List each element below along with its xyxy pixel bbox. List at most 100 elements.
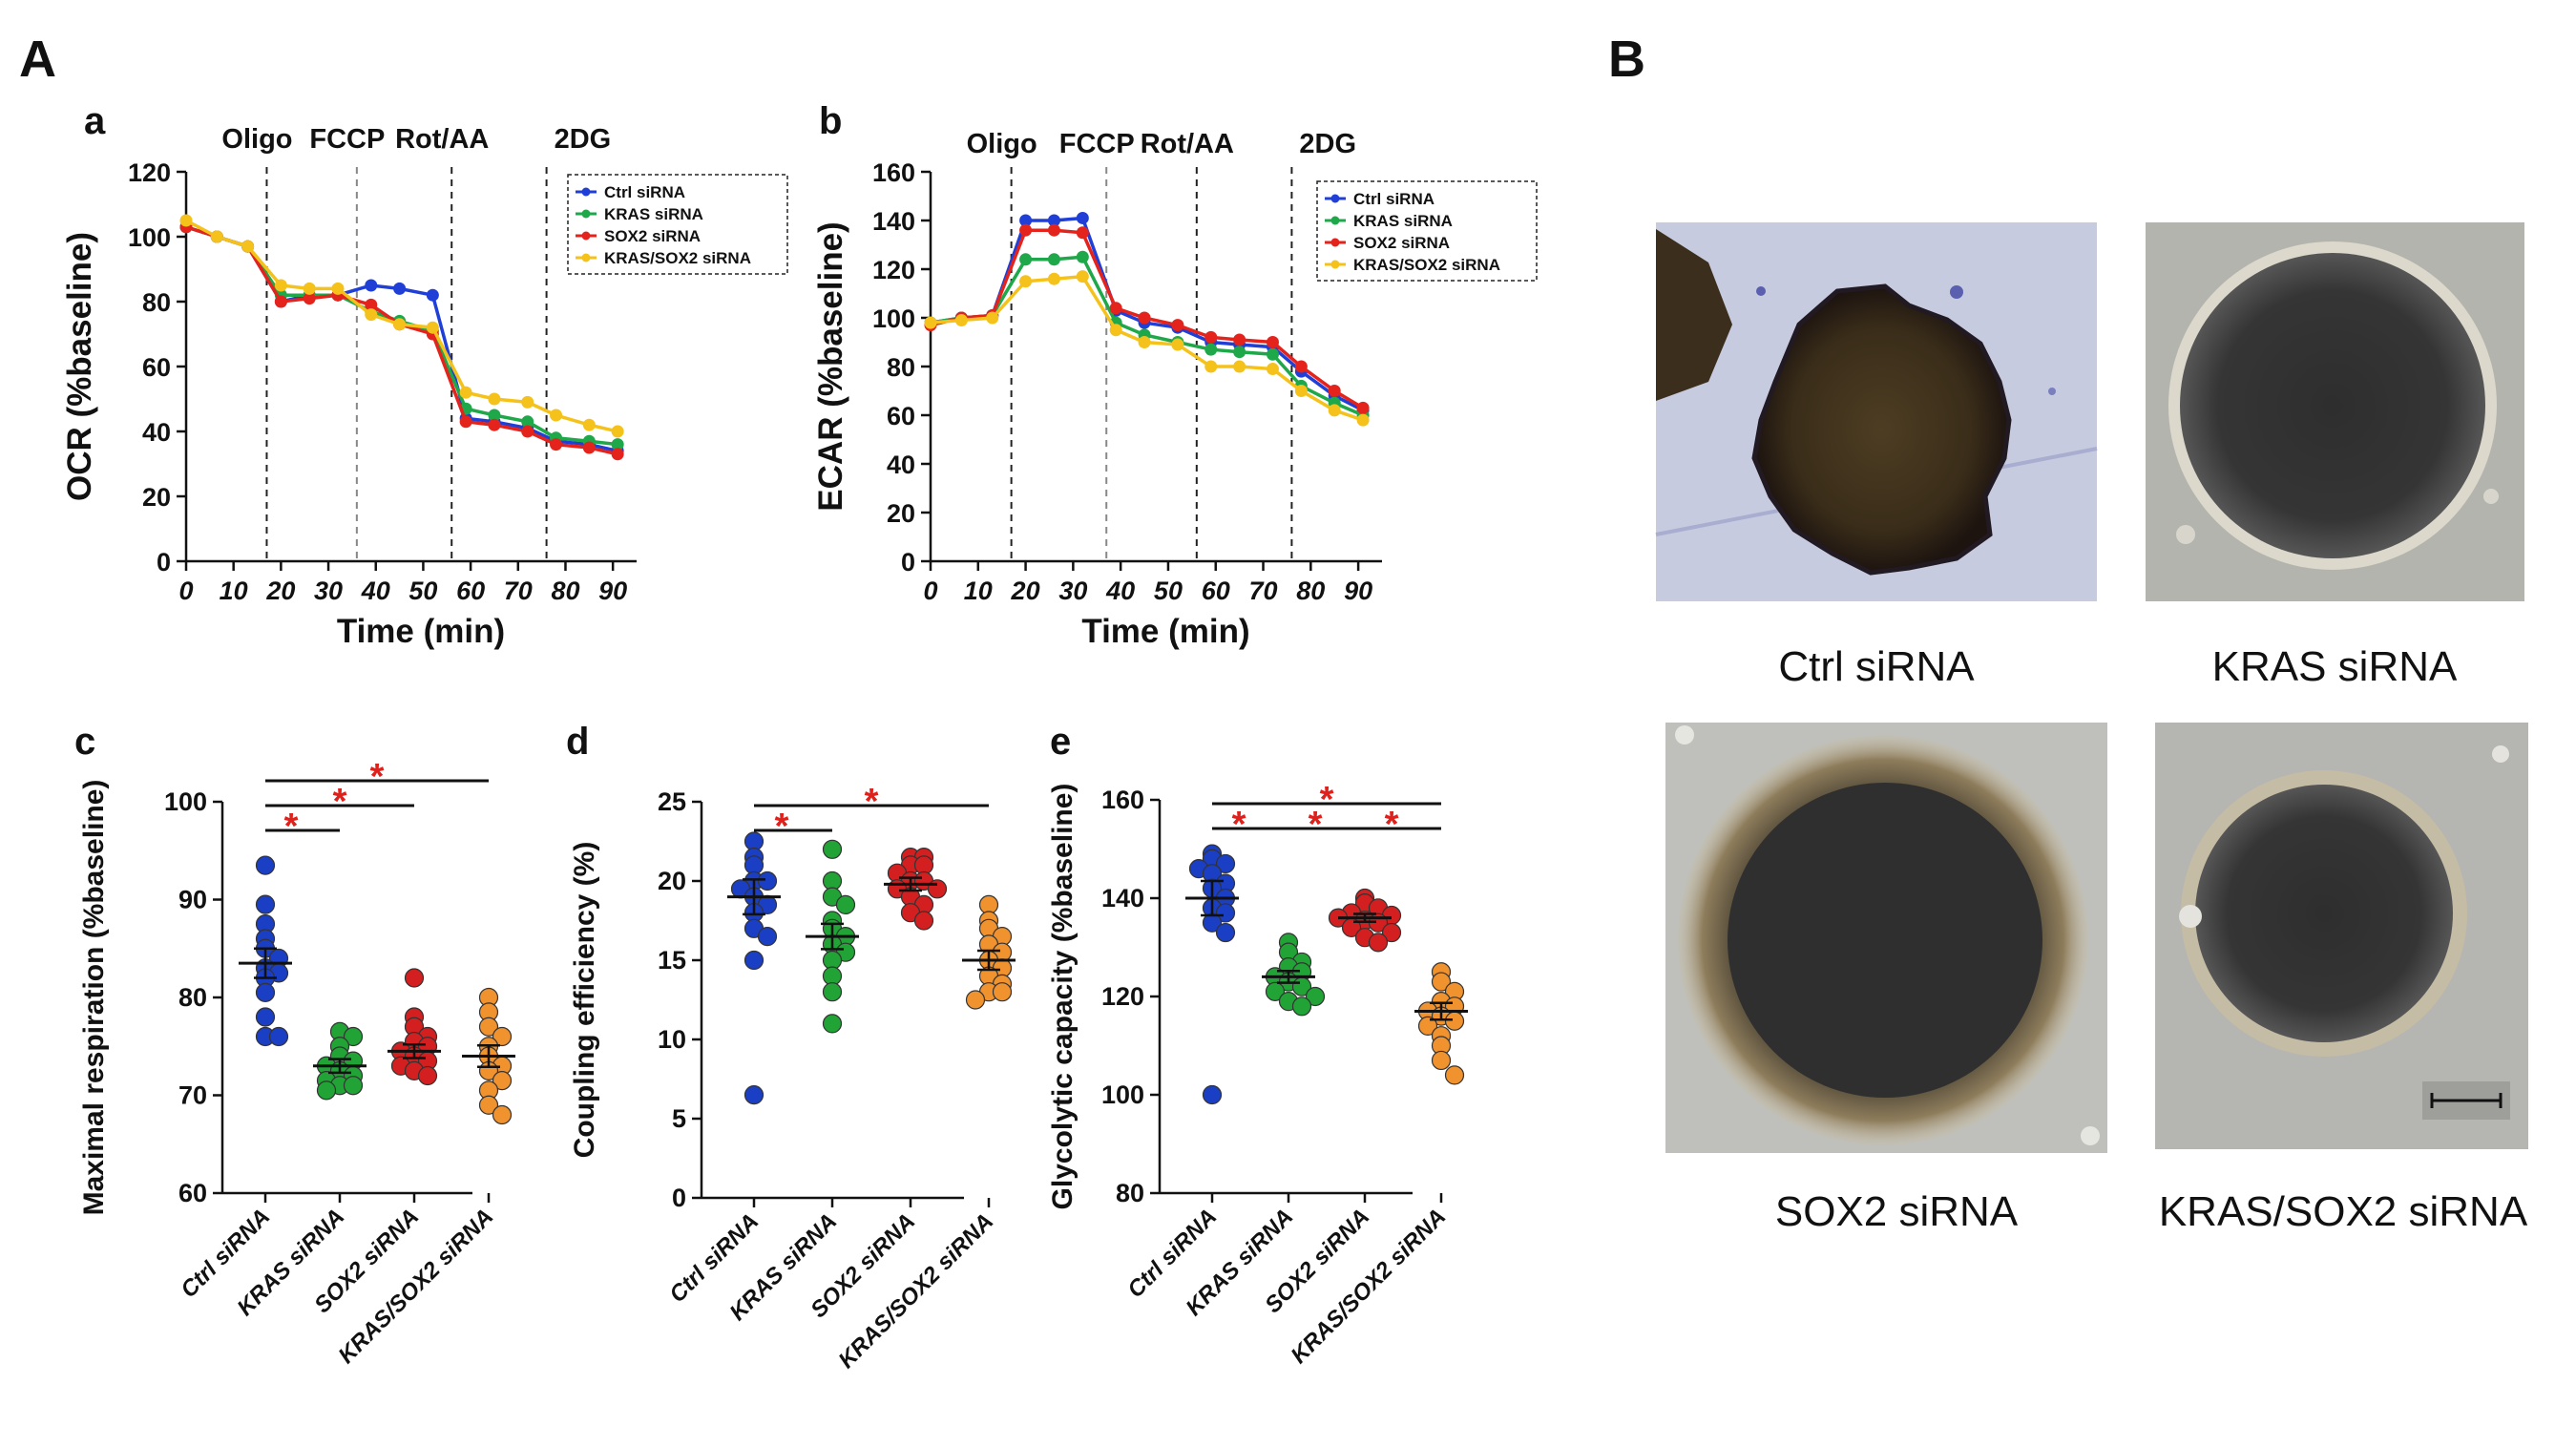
x-tick-label: 30: [1058, 577, 1087, 605]
data-point-ctrl: [1202, 1084, 1223, 1105]
chart-maximal-respiration: c 60 70 80 90 100 Maximal respiration (%baseli…: [74, 721, 515, 1369]
y-axis-title: Coupling efficiency (%): [569, 842, 600, 1159]
photo-kras-sox2-caption: KRAS/SOX2 siRNA: [2159, 1188, 2528, 1235]
data-point-sox2: [1233, 333, 1246, 346]
injection-label: 2DG: [555, 124, 612, 155]
data-point-kras: [1305, 986, 1326, 1007]
data-point-kras: [835, 894, 856, 915]
x-tick-label: 60: [1202, 577, 1230, 605]
significance-star: *: [370, 757, 385, 797]
chart-ecar: b 0 20 40 60 80 100 120 140 160 0 10 20 30 40 50 60 70 80 9…: [812, 100, 1538, 650]
x-tick-label: 40: [1105, 577, 1135, 605]
y-tick-label: 140: [1101, 884, 1144, 912]
data-point-kras_sox2: [179, 214, 193, 227]
legend-label-ctrl: Ctrl siRNA: [604, 183, 685, 201]
y-tick-label: 80: [887, 353, 915, 382]
photo-ctrl-caption: Ctrl siRNA: [1778, 643, 1975, 690]
data-point-sox2: [1171, 319, 1184, 332]
photo-sox2-cell: [1675, 725, 1694, 744]
y-tick-label: 10: [658, 1025, 686, 1054]
y-tick-label: 60: [142, 353, 171, 382]
photo-kras-cell: [2483, 489, 2499, 504]
data-point-kras: [611, 438, 624, 451]
data-point-sox2: [1266, 336, 1279, 348]
injection-label: Rot/AA: [1141, 129, 1234, 159]
y-tick-label: 100: [1101, 1080, 1144, 1109]
injection-label: Oligo: [221, 124, 292, 155]
data-point-ctrl: [1215, 903, 1236, 923]
data-point-sox2: [1019, 223, 1033, 237]
data-point-kras_sox2: [478, 1017, 499, 1037]
category-label: KRAS/SOX2 siRNA: [833, 1208, 998, 1374]
data-point-kras_sox2: [492, 1104, 513, 1125]
photo-kras-caption: KRAS siRNA: [2212, 643, 2458, 690]
data-point-kras_sox2: [954, 314, 968, 327]
photo-ctrl-cell: [2048, 388, 2056, 395]
data-point-kras: [1266, 347, 1279, 361]
data-point-ctrl: [743, 1084, 764, 1105]
x-axis-title: Time (min): [1081, 613, 1249, 650]
photo-kras-sox2-cell: [2492, 745, 2509, 763]
photo-kras-sox2-spheroid: [2195, 785, 2453, 1042]
data-point-kras: [1233, 346, 1246, 359]
data-point-ctrl: [1076, 211, 1089, 224]
panel-label-b-big: B: [1608, 31, 1645, 88]
data-point-kras: [1047, 253, 1060, 266]
data-point-kras: [822, 1014, 843, 1034]
data-point-kras_sox2: [1431, 1050, 1452, 1071]
data-point-ctrl: [1215, 922, 1236, 943]
data-point-kras_sox2: [986, 311, 999, 325]
data-point-kras: [822, 982, 843, 1002]
data-point-sox2: [1356, 401, 1370, 414]
data-point-kras_sox2: [550, 409, 563, 422]
data-point-kras_sox2: [241, 240, 255, 253]
data-point-ctrl: [255, 894, 276, 914]
y-tick-label: 100: [164, 787, 207, 816]
data-point-kras_sox2: [303, 282, 316, 295]
data-point-sox2: [1294, 360, 1308, 373]
y-tick-label: 0: [672, 1184, 686, 1212]
injection-label: Oligo: [967, 129, 1037, 159]
data-point-kras_sox2: [1444, 1011, 1465, 1031]
data-point-kras_sox2: [611, 425, 624, 438]
chart-glycolytic-capacity: e 80 100 120 140 160 Glycolytic capacity (%bas…: [1047, 721, 1468, 1369]
photo-kras: [2146, 222, 2524, 601]
data-point-kras: [521, 415, 534, 429]
x-tick-label: 50: [408, 577, 437, 605]
legend-marker-sox2: [581, 231, 591, 241]
y-tick-label: 140: [872, 207, 915, 236]
data-point-kras_sox2: [365, 308, 378, 322]
y-tick-label: 120: [1101, 982, 1144, 1011]
y-tick-label: 25: [658, 787, 686, 816]
data-point-kras_sox2: [1328, 404, 1341, 417]
x-tick-label: 10: [964, 577, 993, 605]
panel-label-a-big: A: [19, 31, 56, 88]
data-point-ctrl: [426, 288, 439, 302]
data-point-sox2: [1047, 223, 1060, 237]
legend-marker-sox2: [1330, 238, 1340, 247]
photo-sox2-cell: [2081, 1126, 2100, 1145]
data-point-sox2: [582, 441, 596, 454]
legend-marker-kras_sox2: [1330, 260, 1340, 269]
significance-star: *: [1232, 805, 1246, 845]
data-point-kras_sox2: [426, 321, 439, 334]
injection-label: FCCP: [1059, 129, 1135, 159]
legend-marker-kras: [1330, 216, 1340, 225]
data-point-sox2: [404, 968, 425, 988]
data-point-sox2: [1368, 933, 1389, 953]
y-tick-label: 40: [887, 451, 915, 479]
data-point-kras_sox2: [393, 318, 407, 331]
data-point-kras_sox2: [1076, 270, 1089, 283]
data-point-sox2: [459, 415, 472, 429]
data-point-kras_sox2: [492, 1071, 513, 1091]
data-point-kras_sox2: [1109, 324, 1122, 337]
data-point-kras_sox2: [1444, 1065, 1465, 1085]
y-axis-title: Maximal respiration (%baseline): [78, 780, 110, 1216]
significance-star: *: [333, 782, 347, 822]
photo-kras-sox2-cell: [2179, 905, 2202, 928]
data-point-ctrl: [255, 855, 276, 875]
y-tick-label: 20: [887, 499, 915, 528]
y-tick-label: 120: [128, 158, 171, 187]
y-tick-label: 60: [887, 402, 915, 430]
